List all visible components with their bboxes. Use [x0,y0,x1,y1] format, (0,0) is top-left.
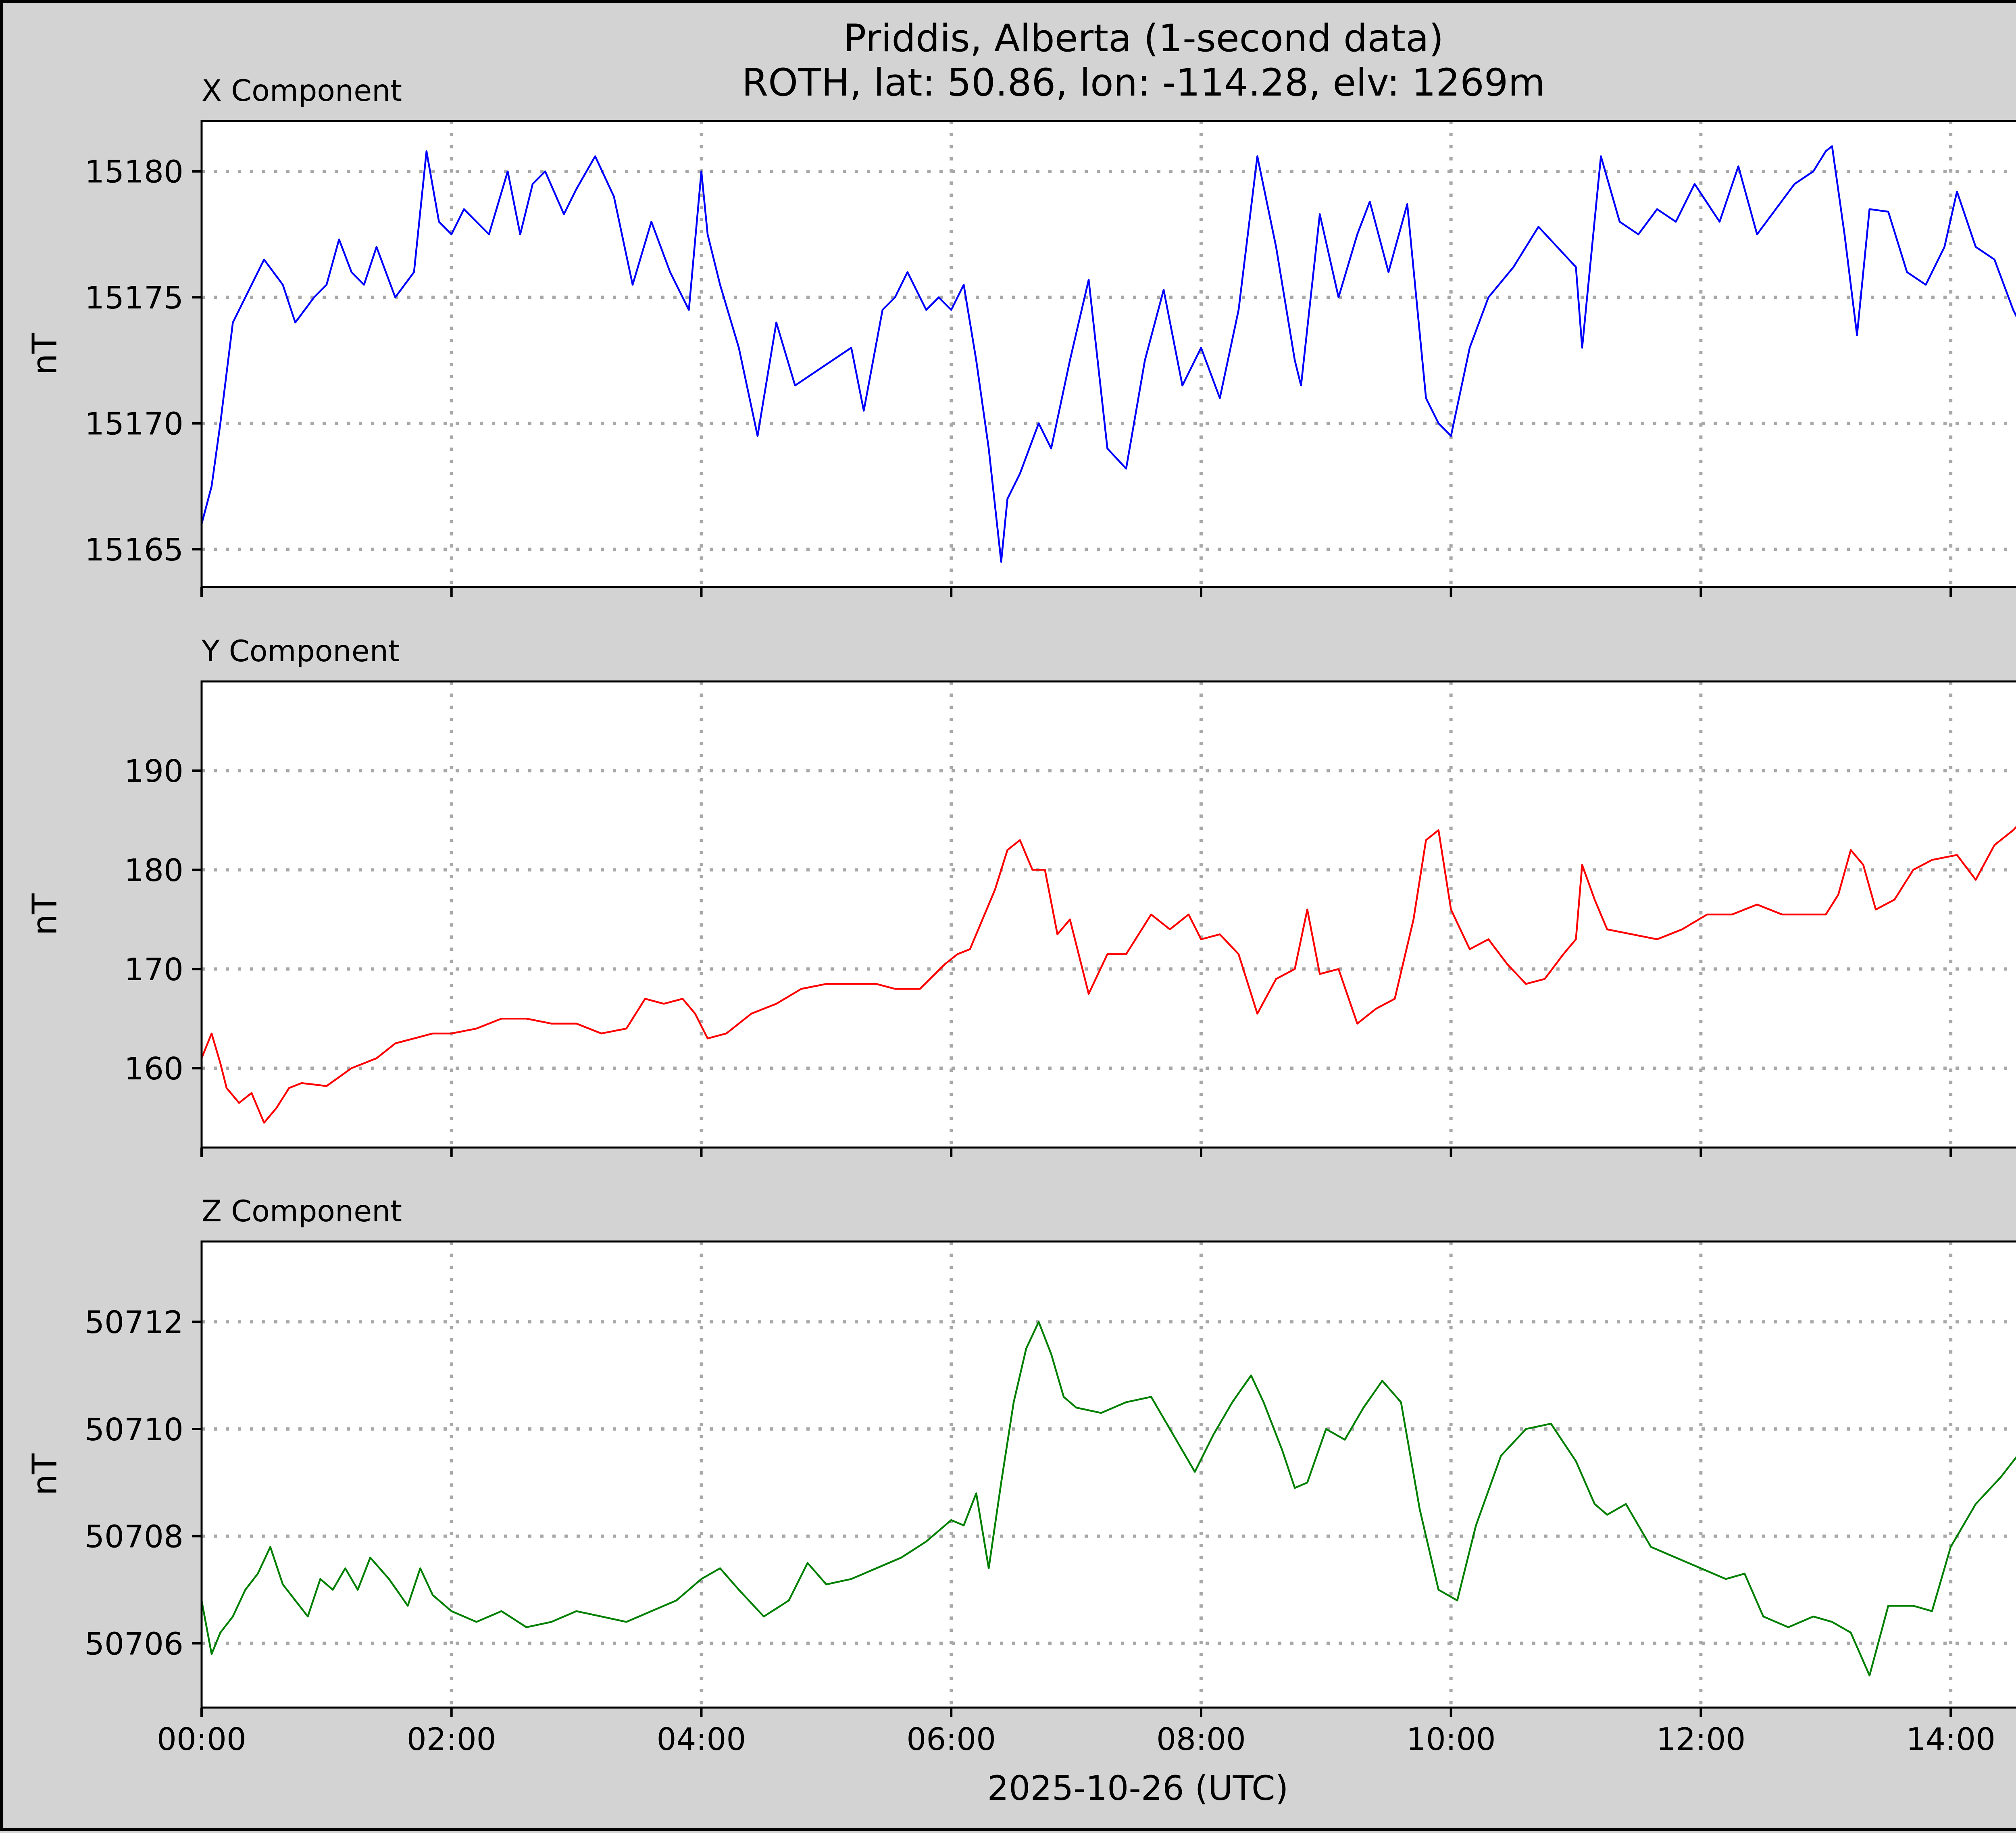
y-tick-label-x: 15180 [85,154,183,190]
panel-x: X Component nT 15165 15170 15175 15180 [25,74,2016,597]
y-axis-label-x: nT [25,333,64,375]
figure-title-line2: ROTH, lat: 50.86, lon: -114.28, elv: 126… [742,61,1545,105]
x-tick-label: 08:00 [1156,1722,1246,1758]
x-tick-label: 00:00 [157,1722,246,1758]
x-tick-label: 02:00 [407,1722,496,1758]
y-tick-label-z: 50708 [85,1519,183,1555]
axes-frame-y [200,680,2016,1149]
x-tick-label: 10:00 [1406,1722,1496,1758]
panel-z: Z Component nT 00:00 02:00 04:00 06:00 08:00 10… [25,1194,2016,1758]
axes-frame-z [200,1240,2016,1709]
y-tick-label-y: 160 [124,1051,183,1087]
y-tick-label-y: 190 [124,754,183,789]
panel-title-z: Z Component [202,1194,402,1229]
x-axis-label: 2025-10-26 (UTC) [987,1768,1289,1808]
y-tick-label-y: 180 [124,853,183,889]
y-axis-label-y: nT [25,893,64,935]
y-axis-label-z: nT [25,1453,64,1496]
series-line-y [202,826,2016,1124]
series-line-z [202,1321,2016,1677]
y-tick-label-y: 170 [124,952,183,988]
plot-area-x [202,121,2016,587]
y-tick-label-z: 50706 [85,1626,183,1662]
figure-title-line1: Priddis, Alberta (1-second data) [843,17,1444,60]
y-tick-label-x: 15175 [85,280,183,316]
x-tick-label: 06:00 [906,1722,996,1758]
x-tick-label: 04:00 [657,1722,746,1758]
y-tick-label-x: 15170 [85,406,183,442]
y-tick-label-z: 50710 [85,1412,183,1448]
axes-frame-x [200,120,2016,588]
y-tick-label-x: 15165 [85,532,183,568]
panel-title-y: Y Component [201,634,400,669]
plot-area-z [202,1241,2016,1708]
y-tick-label-z: 50712 [85,1305,183,1341]
panels: X Component nT 15165 15170 15175 15180 Y Compo… [25,74,2016,1758]
x-tick-label: 12:00 [1656,1722,1745,1758]
x-tick-label: 14:00 [1906,1722,1995,1758]
panel-y: Y Component nT 160 170 180 190 [25,634,2016,1157]
plot-area-y [202,681,2016,1148]
series-line-x [202,145,2016,563]
panel-title-x: X Component [202,74,402,108]
